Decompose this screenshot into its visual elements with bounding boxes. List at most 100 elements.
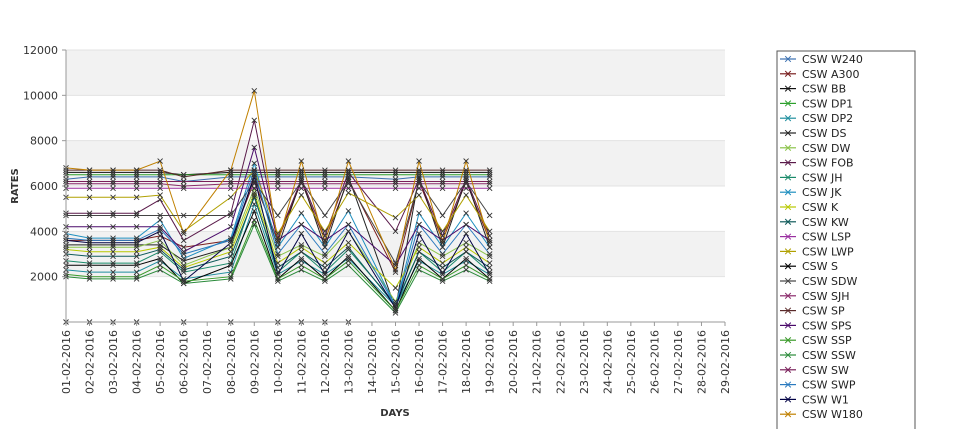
data-point-marker xyxy=(486,253,493,260)
data-point-marker xyxy=(439,169,446,176)
data-point-marker xyxy=(392,305,399,312)
data-point-marker xyxy=(180,269,187,275)
data-point-marker xyxy=(157,233,163,239)
x-tick-label: 15-02-2016 xyxy=(390,330,403,394)
legend-label: CSW DP2 xyxy=(802,112,853,125)
data-point-marker xyxy=(486,169,493,176)
grid-band xyxy=(66,276,725,322)
data-point-marker xyxy=(275,264,281,271)
data-point-marker xyxy=(86,185,93,192)
legend-label: CSW DP1 xyxy=(802,97,853,110)
y-tick-label: 2000 xyxy=(30,271,58,284)
data-point-marker xyxy=(322,171,328,178)
legend-item: CSW SDW xyxy=(780,275,857,288)
data-point-marker xyxy=(275,237,281,244)
x-tick-label: 21-02-2016 xyxy=(531,330,544,394)
data-point-marker xyxy=(345,185,352,192)
data-point-marker xyxy=(322,244,328,251)
x-tick-label: 27-02-2016 xyxy=(672,330,685,394)
data-point-marker xyxy=(322,278,328,285)
data-point-marker xyxy=(133,180,140,187)
data-point-marker xyxy=(392,285,399,291)
data-point-marker xyxy=(86,253,93,260)
data-point-marker xyxy=(251,169,258,176)
data-point-marker xyxy=(251,167,258,173)
data-point-marker xyxy=(180,237,187,244)
data-point-marker xyxy=(486,278,493,285)
x-tick-label: 26-02-2016 xyxy=(648,330,661,394)
data-point-marker xyxy=(227,185,234,192)
legend-label: CSW A300 xyxy=(802,68,860,81)
data-point-marker xyxy=(227,239,234,246)
data-point-marker xyxy=(157,237,163,244)
data-point-marker xyxy=(180,276,187,282)
legend-item: CSW W180 xyxy=(780,408,863,421)
data-point-marker xyxy=(110,169,116,176)
legend-item: CSW A300 xyxy=(780,68,860,81)
data-point-marker xyxy=(110,248,116,255)
data-point-marker xyxy=(463,192,469,198)
data-point-marker xyxy=(133,276,140,282)
data-point-marker xyxy=(463,262,469,269)
data-point-marker xyxy=(157,242,163,248)
data-point-marker xyxy=(275,167,281,173)
data-point-marker xyxy=(86,235,93,241)
data-point-marker xyxy=(227,253,234,260)
data-point-marker xyxy=(227,235,234,241)
data-point-marker xyxy=(463,221,469,228)
data-point-marker xyxy=(251,185,258,192)
legend-label: CSW W180 xyxy=(802,408,863,421)
legend-item: CSW SW xyxy=(780,364,849,377)
x-tick-label: 23-02-2016 xyxy=(578,330,591,394)
data-point-marker xyxy=(298,248,305,255)
data-point-marker xyxy=(227,273,234,280)
data-point-marker xyxy=(157,223,163,230)
data-point-marker xyxy=(86,169,93,176)
legend-label: CSW FOB xyxy=(802,157,854,170)
legend-label: CSW SWP xyxy=(802,379,856,392)
legend-item: CSW JK xyxy=(780,186,842,199)
x-tick-label: 28-02-2016 xyxy=(695,330,708,394)
data-point-marker xyxy=(227,178,234,185)
data-point-marker xyxy=(322,180,328,187)
y-tick-label: 12000 xyxy=(23,44,58,57)
x-tick-label: 08-02-2016 xyxy=(225,330,238,394)
data-point-marker xyxy=(439,237,446,244)
data-point-marker xyxy=(133,260,140,266)
data-point-marker xyxy=(180,183,187,189)
data-point-marker xyxy=(322,169,328,176)
data-point-marker xyxy=(486,171,493,178)
legend-label: CSW SPS xyxy=(802,319,852,332)
data-point-marker xyxy=(251,221,258,228)
data-point-marker xyxy=(345,255,352,262)
data-point-marker xyxy=(110,185,116,192)
data-point-marker xyxy=(416,248,422,255)
data-point-marker xyxy=(110,237,116,244)
data-point-marker xyxy=(180,262,187,269)
data-point-marker xyxy=(298,262,305,269)
data-point-marker xyxy=(133,185,140,192)
data-point-marker xyxy=(298,176,305,183)
data-point-marker xyxy=(157,257,163,264)
data-point-marker xyxy=(439,271,446,278)
data-point-marker xyxy=(157,217,163,223)
data-point-marker xyxy=(157,246,163,253)
x-tick-label: 03-02-2016 xyxy=(107,330,120,394)
data-point-marker xyxy=(133,171,140,178)
legend-item: CSW DW xyxy=(780,142,851,155)
data-point-marker xyxy=(439,233,446,239)
legend-label: CSW K xyxy=(802,201,839,214)
data-point-marker xyxy=(298,221,305,228)
data-point-marker xyxy=(486,276,493,282)
data-point-marker xyxy=(110,244,116,251)
data-point-marker xyxy=(86,260,93,266)
data-point-marker xyxy=(439,276,446,282)
data-point-marker xyxy=(86,276,93,282)
legend-label: CSW SW xyxy=(802,364,849,377)
data-point-marker xyxy=(439,278,446,285)
data-point-marker xyxy=(180,244,187,251)
x-tick-label: 11-02-2016 xyxy=(295,330,308,394)
data-point-marker xyxy=(322,239,328,246)
y-tick-labels: 2000 4000 6000 8000 10000 12000 xyxy=(23,44,66,284)
